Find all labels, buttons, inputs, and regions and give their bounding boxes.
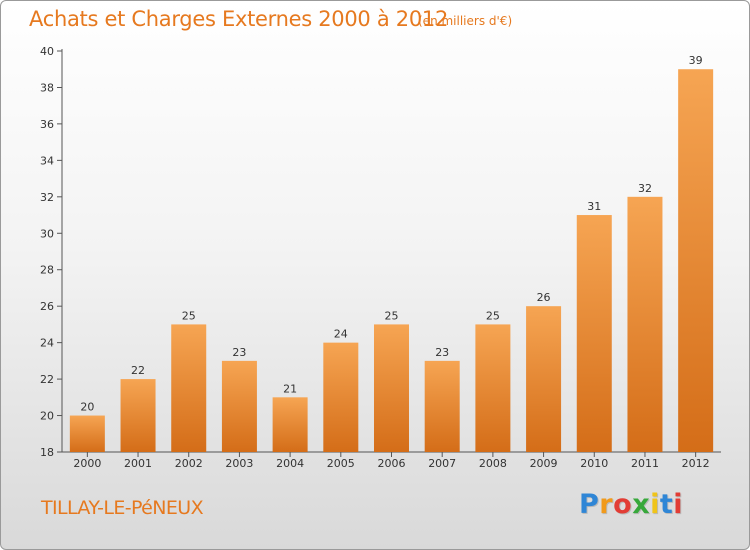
logo-letter: i	[673, 489, 684, 520]
x-tick-label: 2002	[175, 457, 203, 470]
data-label: 25	[486, 309, 500, 322]
axes: 18 20 22 24 26 28 30 32 34 36 38 40 2000 2001 2002 2003…	[40, 45, 721, 470]
x-tick-label: 2001	[124, 457, 152, 470]
logo-letter: t	[659, 489, 674, 520]
y-tick-label: 30	[40, 227, 54, 240]
y-tick-label: 38	[40, 81, 54, 94]
bar	[627, 196, 663, 452]
y-tick-label: 20	[40, 410, 54, 423]
x-tick-label: 2005	[327, 457, 355, 470]
data-label: 20	[80, 401, 94, 414]
data-label: 23	[232, 346, 246, 359]
bar	[576, 215, 612, 452]
x-tick-label: 2000	[73, 457, 101, 470]
chart-title: Achats et Charges Externes 2000 à 2012	[29, 7, 449, 31]
y-tick-label: 40	[40, 45, 54, 58]
y-tick-label: 28	[40, 264, 54, 277]
proxiti-logo: Proxiti	[579, 489, 683, 520]
bar	[120, 379, 156, 452]
x-tick-label: 2012	[682, 457, 710, 470]
x-tick-label: 2009	[530, 457, 558, 470]
logo-letter: P	[579, 489, 600, 520]
data-label: 24	[334, 328, 348, 341]
bar	[171, 324, 207, 452]
y-tick-label: 18	[40, 446, 54, 459]
bars: 20 22 25 23 21 24 25 23 25 26 31 32 39	[69, 54, 714, 453]
data-label: 26	[537, 291, 551, 304]
x-tick-label: 2008	[479, 457, 507, 470]
logo-letter: x	[632, 489, 651, 520]
data-label: 21	[283, 382, 297, 395]
bar	[374, 324, 409, 452]
bar	[69, 415, 105, 452]
chart-subtitle: (en milliers d'€)	[418, 14, 513, 28]
x-tick-label: 2010	[580, 457, 608, 470]
data-label: 32	[638, 182, 652, 195]
x-tick-label: 2003	[225, 457, 253, 470]
bar	[221, 360, 257, 452]
x-tick-label: 2011	[631, 457, 659, 470]
x-tick-label: 2007	[428, 457, 456, 470]
data-label: 25	[182, 309, 196, 322]
data-label: 23	[435, 346, 449, 359]
bar	[475, 324, 511, 452]
y-tick-label: 24	[40, 337, 54, 350]
x-tick-label: 2004	[276, 457, 304, 470]
y-tick-label: 36	[40, 118, 54, 131]
bar	[424, 360, 460, 452]
y-tick-label: 26	[40, 300, 54, 313]
logo-letter: o	[613, 489, 633, 520]
commune-name: TILLAY-LE-PéNEUX	[41, 497, 204, 519]
bar	[526, 306, 562, 452]
bar	[678, 69, 714, 453]
logo-letter: r	[599, 489, 614, 520]
y-tick-label: 22	[40, 373, 54, 386]
x-tick-label: 2006	[378, 457, 406, 470]
data-label: 39	[689, 54, 703, 67]
y-tick-label: 32	[40, 191, 54, 204]
bar	[323, 342, 359, 452]
data-label: 22	[131, 364, 145, 377]
data-label: 25	[385, 309, 399, 322]
data-label: 31	[587, 200, 601, 213]
logo-letter: i	[650, 489, 660, 520]
y-tick-label: 34	[40, 154, 54, 167]
bar	[272, 397, 308, 452]
